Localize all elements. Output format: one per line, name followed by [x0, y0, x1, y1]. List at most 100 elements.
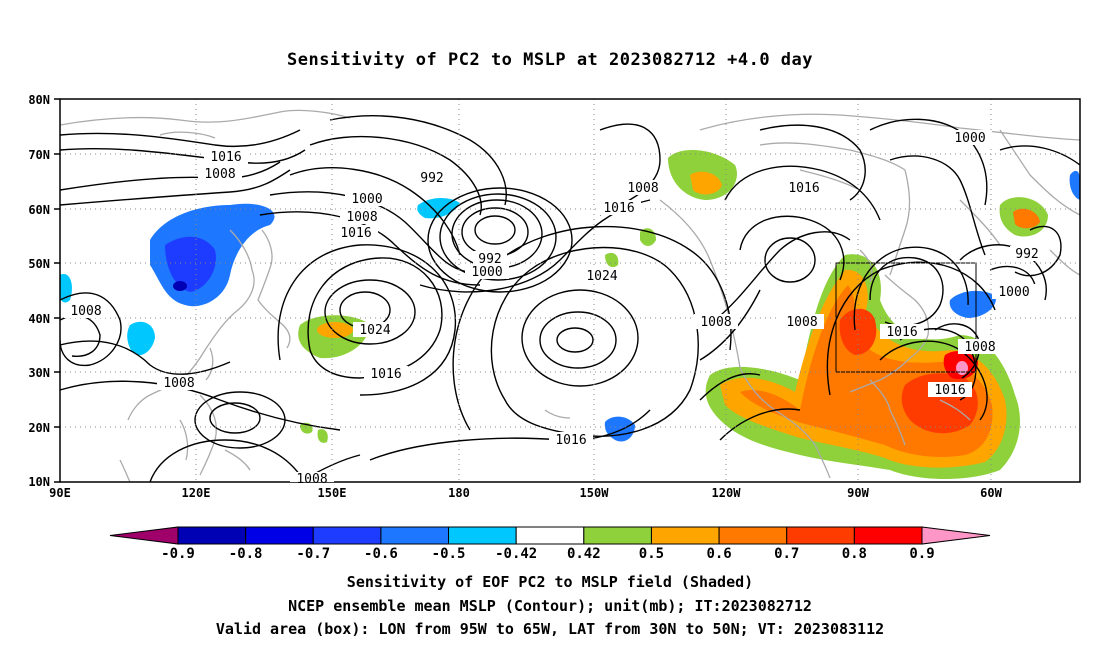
lat-label: 20N — [28, 421, 50, 435]
lat-label: 10N — [28, 475, 50, 489]
lat-label: 40N — [28, 312, 50, 326]
shade-neg-atlantic — [949, 290, 996, 318]
lon-label: 150E — [318, 486, 347, 500]
shaded-sensitivity — [60, 149, 1080, 479]
shade-pos-gulf-core — [839, 308, 877, 355]
contour-label: 1000 — [998, 285, 1029, 300]
lat-label: 70N — [28, 148, 50, 162]
colorbar-label: 0.8 — [842, 546, 867, 562]
colorbar-swatch — [380, 526, 450, 545]
lon-label: 120W — [712, 486, 742, 500]
contour-label: 1008 — [204, 167, 235, 182]
contour-label-box: 1008 — [64, 303, 108, 319]
lat-label: 50N — [28, 257, 50, 271]
contour-label: 1016 — [886, 325, 917, 340]
contour-label: 1000 — [954, 131, 985, 146]
contour-label-box: 1016 — [364, 366, 408, 382]
shade-pos-small-2 — [605, 252, 619, 268]
lon-labels: 90E 120E 150E 180 150W 120W 90W 60W — [49, 486, 1002, 500]
contour-label-box: 1000 — [345, 191, 389, 207]
contour-labels-extra: 1016 1008 — [290, 432, 593, 487]
lon-label: 90E — [49, 486, 71, 500]
shade-neg-asia-2 — [127, 321, 155, 356]
lon-label: 120E — [182, 486, 211, 500]
contour-label-box: 1024 — [580, 268, 624, 284]
lon-label: 90W — [847, 486, 869, 500]
colorbar-label: 0.42 — [567, 546, 601, 562]
colorbar-min-arrow — [109, 526, 179, 545]
contour-label-box: 1000 — [465, 264, 509, 280]
contour-label: 1016 — [340, 226, 371, 241]
contour-label: 1016 — [210, 150, 241, 165]
coastlines — [60, 109, 1080, 482]
contour-label-box: 1000 — [992, 284, 1036, 300]
map-frame — [59, 98, 1081, 483]
contour-label: 1008 — [346, 210, 377, 225]
contour-label: 1000 — [351, 192, 382, 207]
shade-pos-greenland-core — [1013, 208, 1040, 229]
contour-label: 1024 — [359, 323, 390, 338]
contour-label-box: 1008 — [958, 339, 1002, 355]
contour-label: 1024 — [586, 269, 617, 284]
contour-label: 992 — [478, 252, 501, 267]
colorbar-label: -0.5 — [432, 546, 466, 562]
colorbar: -0.9 -0.8 -0.7 -0.6 -0.5 -0.42 0.42 0.5 0.6 0.7 0.… — [109, 526, 991, 562]
shade-neg-west — [60, 274, 72, 303]
contour-label-box: 1008 — [780, 314, 824, 330]
contour-label-box: 1016 — [782, 180, 826, 196]
colorbar-swatch — [718, 526, 788, 545]
contour-label: 1008 — [786, 315, 817, 330]
contour-label: 1016 — [934, 383, 965, 398]
colorbar-label: 0.6 — [706, 546, 731, 562]
lon-label: 150W — [580, 486, 610, 500]
contour-label-box: 992 — [473, 251, 507, 267]
contour-label: 992 — [420, 171, 443, 186]
shade-pos-small-4 — [317, 429, 328, 443]
contour-label: 1008 — [163, 376, 194, 391]
contour-label-box: 1008 — [157, 375, 201, 391]
shade-neg-asia-core — [165, 236, 216, 292]
map-title: Sensitivity of PC2 to MSLP at 2023082712… — [286, 50, 813, 70]
contour-label: 1016 — [603, 201, 634, 216]
contour-label-box: 1008 — [198, 166, 242, 182]
colorbar-label: 0.7 — [774, 546, 799, 562]
colorbar-swatch — [312, 526, 382, 545]
colorbar-label: 0.9 — [909, 546, 934, 562]
contour-label-box: 1016 — [880, 324, 924, 340]
contour-label-box: 1024 — [353, 322, 397, 338]
shade-neg-asia-peak — [173, 281, 187, 291]
shade-pos-atlantic-max — [956, 361, 968, 375]
lat-label: 80N — [28, 93, 50, 107]
contour-labels: 1016 1008 992 1000 1008 1016 992 1000 10… — [64, 130, 1044, 398]
contour-label-box: 992 — [415, 170, 449, 186]
colorbar-swatch — [245, 526, 314, 545]
colorbar-swatch — [177, 526, 247, 545]
contour-label: 1008 — [296, 472, 327, 487]
shade-neg-east — [1069, 170, 1080, 200]
colorbar-swatch — [853, 526, 923, 545]
colorbar-swatch — [786, 526, 855, 545]
colorbar-swatch — [583, 526, 652, 545]
colorbar-label: -0.7 — [296, 546, 330, 562]
colorbar-label: -0.42 — [495, 546, 537, 562]
contour-label-box: 1008 — [340, 209, 384, 225]
lon-label: 180 — [448, 486, 470, 500]
contour-label-box: 1016 — [204, 149, 248, 165]
contour-label: 1000 — [471, 265, 502, 280]
colorbar-label: -0.6 — [364, 546, 398, 562]
colorbar-max-arrow — [921, 526, 991, 545]
caption-line-1: Sensitivity of EOF PC2 to MSLP field (Sh… — [346, 573, 754, 591]
contour-label-box: 1008 — [694, 314, 738, 330]
colorbar-label: 0.5 — [639, 546, 664, 562]
contour-label: 1016 — [555, 433, 586, 448]
caption-line-3: Valid area (box): LON from 95W to 65W, L… — [215, 620, 885, 638]
lat-label: 60N — [28, 203, 50, 217]
contour-label-box: 1016 — [597, 200, 641, 216]
contour-label: 992 — [1015, 247, 1038, 262]
contour-label-box: 1008 — [621, 180, 665, 196]
contour-label-box: 1016 — [928, 382, 972, 398]
shade-pos-alaska-core — [690, 171, 722, 195]
contour-label: 1008 — [70, 304, 101, 319]
colorbar-label: -0.9 — [161, 546, 195, 562]
